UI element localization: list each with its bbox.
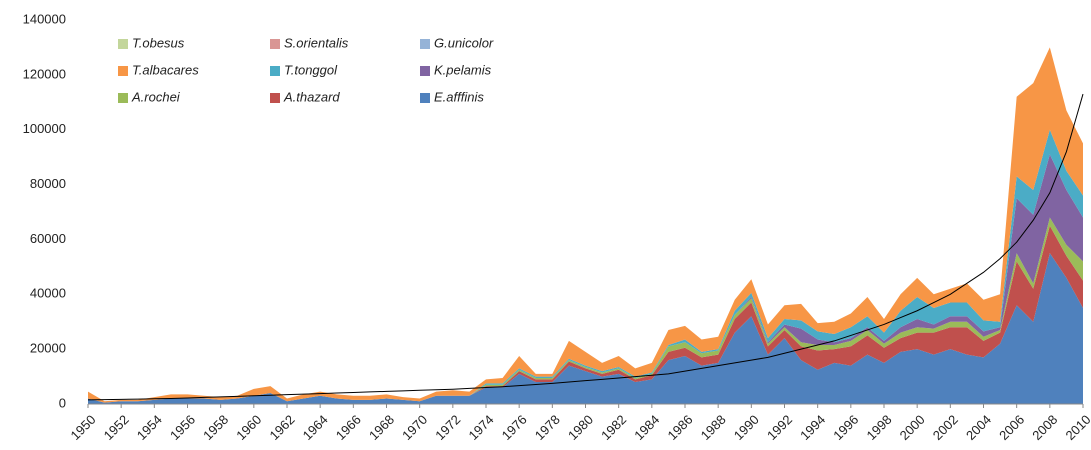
legend-swatch	[270, 66, 280, 76]
legend-label: T.albacares	[132, 62, 199, 77]
x-tick-label: 1988	[698, 412, 729, 443]
y-tick-label: 60000	[30, 231, 66, 246]
x-tick-label: 1972	[432, 412, 463, 443]
legend-swatch	[118, 39, 128, 49]
legend-swatch	[420, 66, 430, 76]
x-tick-label: 1962	[266, 412, 297, 443]
legend-label: E.afffinis	[434, 89, 484, 104]
x-tick-label: 1982	[598, 412, 629, 443]
legend-label: K.pelamis	[434, 62, 492, 77]
legend-label: T.obesus	[132, 35, 185, 50]
x-tick-label: 2010	[1062, 412, 1091, 443]
x-tick-label: 1978	[532, 412, 563, 443]
x-tick-label: 1998	[863, 412, 894, 443]
x-tick-label: 2000	[897, 412, 928, 443]
x-tick-label: 1954	[134, 412, 165, 443]
legend-swatch	[270, 39, 280, 49]
legend-swatch	[420, 39, 430, 49]
legend-swatch	[118, 66, 128, 76]
y-tick-label: 100000	[23, 121, 66, 136]
x-tick-label: 1986	[664, 412, 695, 443]
area	[88, 225, 1083, 403]
area	[88, 129, 1083, 403]
x-tick-label: 1990	[731, 412, 762, 443]
x-tick-label: 2008	[1029, 412, 1060, 443]
area	[88, 253, 1083, 404]
x-tick-label: 2002	[930, 412, 961, 443]
x-tick-label: 1968	[366, 412, 397, 443]
legend-label: G.unicolor	[434, 35, 494, 50]
y-tick-label: 140000	[23, 11, 66, 26]
x-tick-label: 1960	[233, 412, 264, 443]
legend-label: S.orientalis	[284, 35, 349, 50]
legend-swatch	[420, 93, 430, 103]
y-tick-label: 40000	[30, 286, 66, 301]
y-tick-label: 120000	[23, 66, 66, 81]
x-tick-label: 1992	[764, 412, 795, 443]
x-tick-label: 1966	[333, 412, 364, 443]
x-tick-label: 2004	[963, 412, 994, 443]
x-tick-label: 1974	[465, 412, 496, 443]
x-tick-label: 1996	[830, 412, 861, 443]
legend-swatch	[118, 93, 128, 103]
x-tick-label: 1952	[101, 412, 132, 443]
x-tick-label: 1970	[399, 412, 430, 443]
x-tick-label: 1950	[67, 412, 98, 443]
x-tick-label: 1994	[797, 412, 828, 443]
x-tick-label: 1984	[631, 412, 662, 443]
y-tick-label: 80000	[30, 176, 66, 191]
legend-label: A.thazard	[283, 89, 340, 104]
legend-label: A.rochei	[131, 89, 181, 104]
legend-swatch	[270, 93, 280, 103]
legend-label: T.tonggol	[284, 62, 338, 77]
x-tick-label: 1980	[565, 412, 596, 443]
y-tick-label: 20000	[30, 341, 66, 356]
trend-line	[87, 93, 1084, 401]
x-tick-label: 2006	[996, 412, 1027, 443]
x-tick-label: 1976	[499, 412, 530, 443]
y-tick-label: 0	[59, 395, 66, 410]
x-tick-label: 1964	[300, 412, 331, 443]
x-tick-label: 1956	[167, 412, 198, 443]
x-tick-label: 1958	[200, 412, 231, 443]
